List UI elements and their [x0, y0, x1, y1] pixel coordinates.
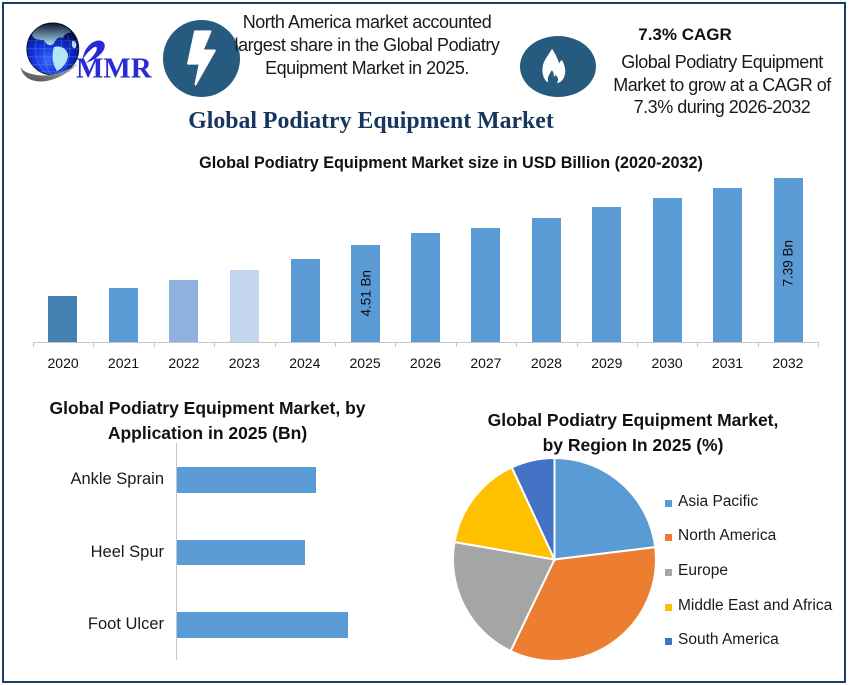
- svg-text:MMR: MMR: [76, 53, 153, 85]
